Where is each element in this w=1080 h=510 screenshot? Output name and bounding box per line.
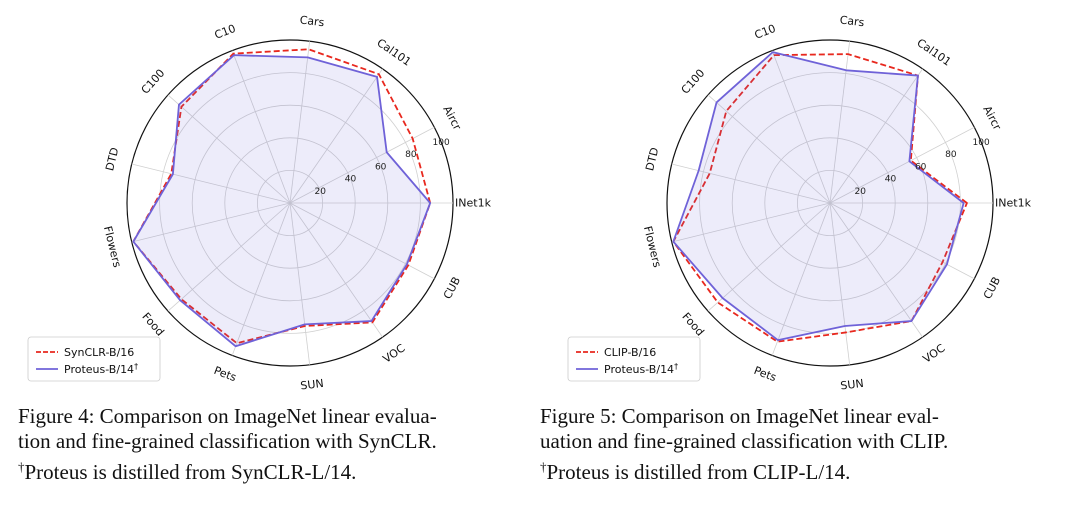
grid-spoke	[771, 202, 831, 356]
grid-spoke	[289, 202, 383, 338]
grid-spoke	[829, 202, 975, 280]
category-label: C10	[753, 22, 778, 42]
category-label: Cal101	[914, 36, 953, 69]
legend: CLIP-B/16 Proteus-B/14†	[567, 336, 701, 382]
radial-tick-label: 20	[314, 187, 326, 197]
grid-spoke	[231, 50, 291, 204]
grid-spoke	[829, 41, 851, 204]
grid-spoke	[671, 202, 831, 243]
radar-chart-clip: 20 40 60 80 100 INet1k Aircr Cal101 Cars C10 C100 D…	[540, 0, 1080, 400]
category-label: INet1k	[455, 197, 492, 210]
grid-spoke	[167, 202, 291, 312]
category-label: DTD	[103, 146, 121, 172]
radial-tick-label: 60	[915, 162, 927, 172]
grid-spoke	[131, 202, 291, 243]
category-label: DTD	[643, 146, 661, 172]
category-label: C10	[213, 22, 238, 42]
category-label: Cars	[839, 13, 865, 29]
caption-footnote: †Proteus is distilled from SynCLR-L/14.	[18, 454, 526, 485]
category-label: Pets	[212, 364, 238, 384]
category-label: C100	[139, 67, 168, 97]
series-line-1	[132, 54, 432, 348]
radial-tick-label: 100	[433, 138, 450, 148]
grid-spoke	[829, 202, 923, 338]
grid-spoke	[131, 163, 291, 204]
legend-label: Proteus-B/14†	[64, 362, 138, 376]
grid-spoke	[289, 126, 435, 204]
grid-spoke	[167, 94, 291, 204]
category-label: SUN	[300, 377, 325, 393]
legend-label: CLIP-B/16	[604, 346, 656, 359]
grid-spoke	[707, 202, 831, 312]
legend-box	[27, 336, 161, 382]
series-fill	[673, 52, 964, 341]
category-label: VOC	[381, 341, 408, 365]
grid-spoke	[289, 68, 383, 204]
grid-spoke	[289, 202, 311, 365]
category-label: SUN	[840, 377, 865, 393]
category-label: INet1k	[995, 197, 1032, 210]
caption-line: Figure 5: Comparison on ImageNet linear …	[540, 404, 939, 428]
grid-spoke	[829, 68, 923, 204]
footnote-mark: †	[540, 459, 547, 474]
radar-chart-synclr: 20 40 60 80 100 INet1k Aircr Cal101 Cars C10 C100 D…	[0, 0, 540, 400]
radial-tick-label: 20	[854, 187, 866, 197]
figure-4-caption: Figure 4: Comparison on ImageNet linear …	[18, 404, 526, 485]
footnote-text: Proteus is distilled from SynCLR-L/14.	[24, 460, 357, 484]
figure-5-caption: Figure 5: Comparison on ImageNet linear …	[540, 404, 1060, 485]
caption-line: uation and fine-grained classification w…	[540, 429, 949, 453]
radial-tick-label: 40	[885, 175, 897, 185]
radial-tick-label: 40	[345, 175, 357, 185]
category-label: Food	[679, 310, 706, 338]
category-label: C100	[679, 67, 708, 97]
category-label: Cal101	[374, 36, 413, 69]
radial-tick-label: 80	[945, 150, 957, 160]
grid-spoke	[231, 202, 291, 356]
category-label: Flowers	[641, 225, 664, 269]
radar-svg: 20 40 60 80 100 INet1k Aircr Cal101 Cars C10 C100 D…	[567, 13, 1032, 393]
category-label: Food	[139, 310, 166, 338]
category-label: Cars	[299, 13, 325, 29]
category-label: VOC	[921, 341, 948, 365]
series-line-1	[672, 51, 965, 342]
footnote-mark: †	[18, 459, 25, 474]
series-fill	[133, 55, 431, 347]
series-line-0	[672, 53, 968, 343]
radial-tick-label: 100	[973, 138, 990, 148]
grid-spoke	[289, 41, 311, 204]
grid-spoke	[771, 50, 831, 204]
legend-label: Proteus-B/14†	[604, 362, 678, 376]
category-label: CUB	[981, 275, 1003, 302]
category-label: Aircr	[440, 104, 464, 133]
grid-spoke	[829, 202, 851, 365]
legend-label: SynCLR-B/16	[64, 346, 134, 359]
category-label: CUB	[441, 275, 463, 302]
caption-line: Figure 4: Comparison on ImageNet linear …	[18, 404, 437, 428]
footnote-text: Proteus is distilled from CLIP-L/14.	[546, 460, 851, 484]
grid-spoke	[707, 94, 831, 204]
caption-footnote: †Proteus is distilled from CLIP-L/14.	[540, 454, 1060, 485]
caption-line: tion and fine-grained classification wit…	[18, 429, 437, 453]
legend: SynCLR-B/16 Proteus-B/14†	[27, 336, 161, 382]
category-label: Aircr	[980, 104, 1004, 133]
category-label: Pets	[752, 364, 778, 384]
category-label: Flowers	[101, 225, 124, 269]
grid-spoke	[289, 202, 435, 280]
legend-box	[567, 336, 701, 382]
radar-svg: 20 40 60 80 100 INet1k Aircr Cal101 Cars C10 C100 D…	[27, 13, 492, 393]
grid-spoke	[829, 126, 975, 204]
radial-tick-label: 80	[405, 150, 417, 160]
radial-tick-label: 60	[375, 162, 387, 172]
